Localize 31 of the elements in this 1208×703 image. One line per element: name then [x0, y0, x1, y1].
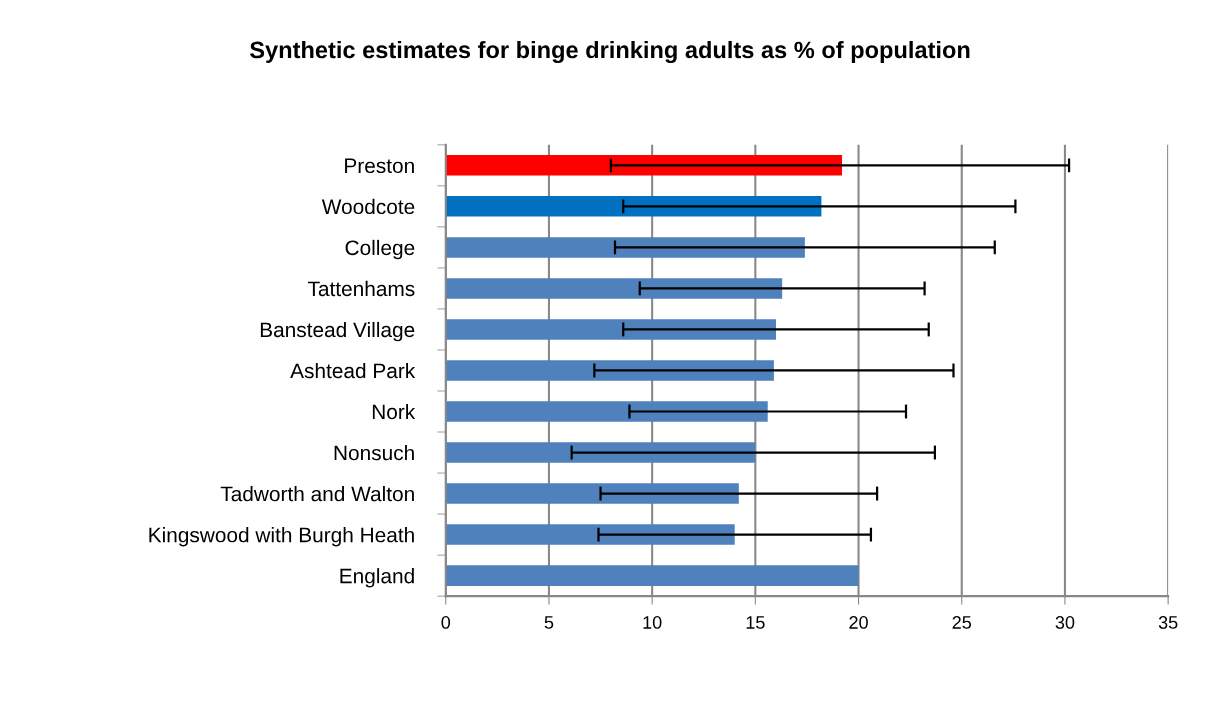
x-tick-label: 30: [1055, 616, 1075, 629]
bar: [445, 565, 859, 586]
y-tick-label: England: [340, 568, 414, 588]
x-tick-label: 15: [746, 616, 765, 629]
bar: [445, 524, 735, 545]
bar: [445, 196, 822, 217]
y-tick-label: Tadworth and Walton: [220, 486, 414, 502]
bar: [445, 237, 805, 258]
bar: [445, 360, 774, 381]
bar: [445, 319, 776, 340]
x-tick-label: 5: [544, 616, 554, 629]
bar: [445, 401, 768, 422]
x-tick-label: 10: [643, 616, 662, 629]
x-tick-label: 0: [441, 616, 451, 629]
y-tick-label: Preston: [345, 158, 414, 174]
bar: [445, 278, 783, 299]
y-tick-label: Kingswood with Burgh Heath: [149, 527, 414, 547]
y-tick-label: Tattenhams: [307, 280, 415, 297]
y-tick-label: Nonsuch: [334, 444, 414, 461]
chart-title: Synthetic estimates for binge drinking adults as % of population: [249, 40, 970, 64]
x-tick-label: 35: [1158, 616, 1178, 629]
x-tick-label: 20: [849, 616, 868, 629]
bar: [445, 442, 756, 463]
bar: [445, 155, 843, 176]
y-tick-label: College: [345, 239, 415, 260]
x-tick-label: 25: [952, 616, 972, 629]
y-tick-label: Ashtead Park: [290, 362, 416, 379]
y-tick-label: Banstead Village: [260, 321, 415, 342]
y-tick-label: Woodcote: [321, 198, 415, 215]
y-tick-label: Nork: [372, 403, 416, 420]
bar: [445, 483, 739, 504]
